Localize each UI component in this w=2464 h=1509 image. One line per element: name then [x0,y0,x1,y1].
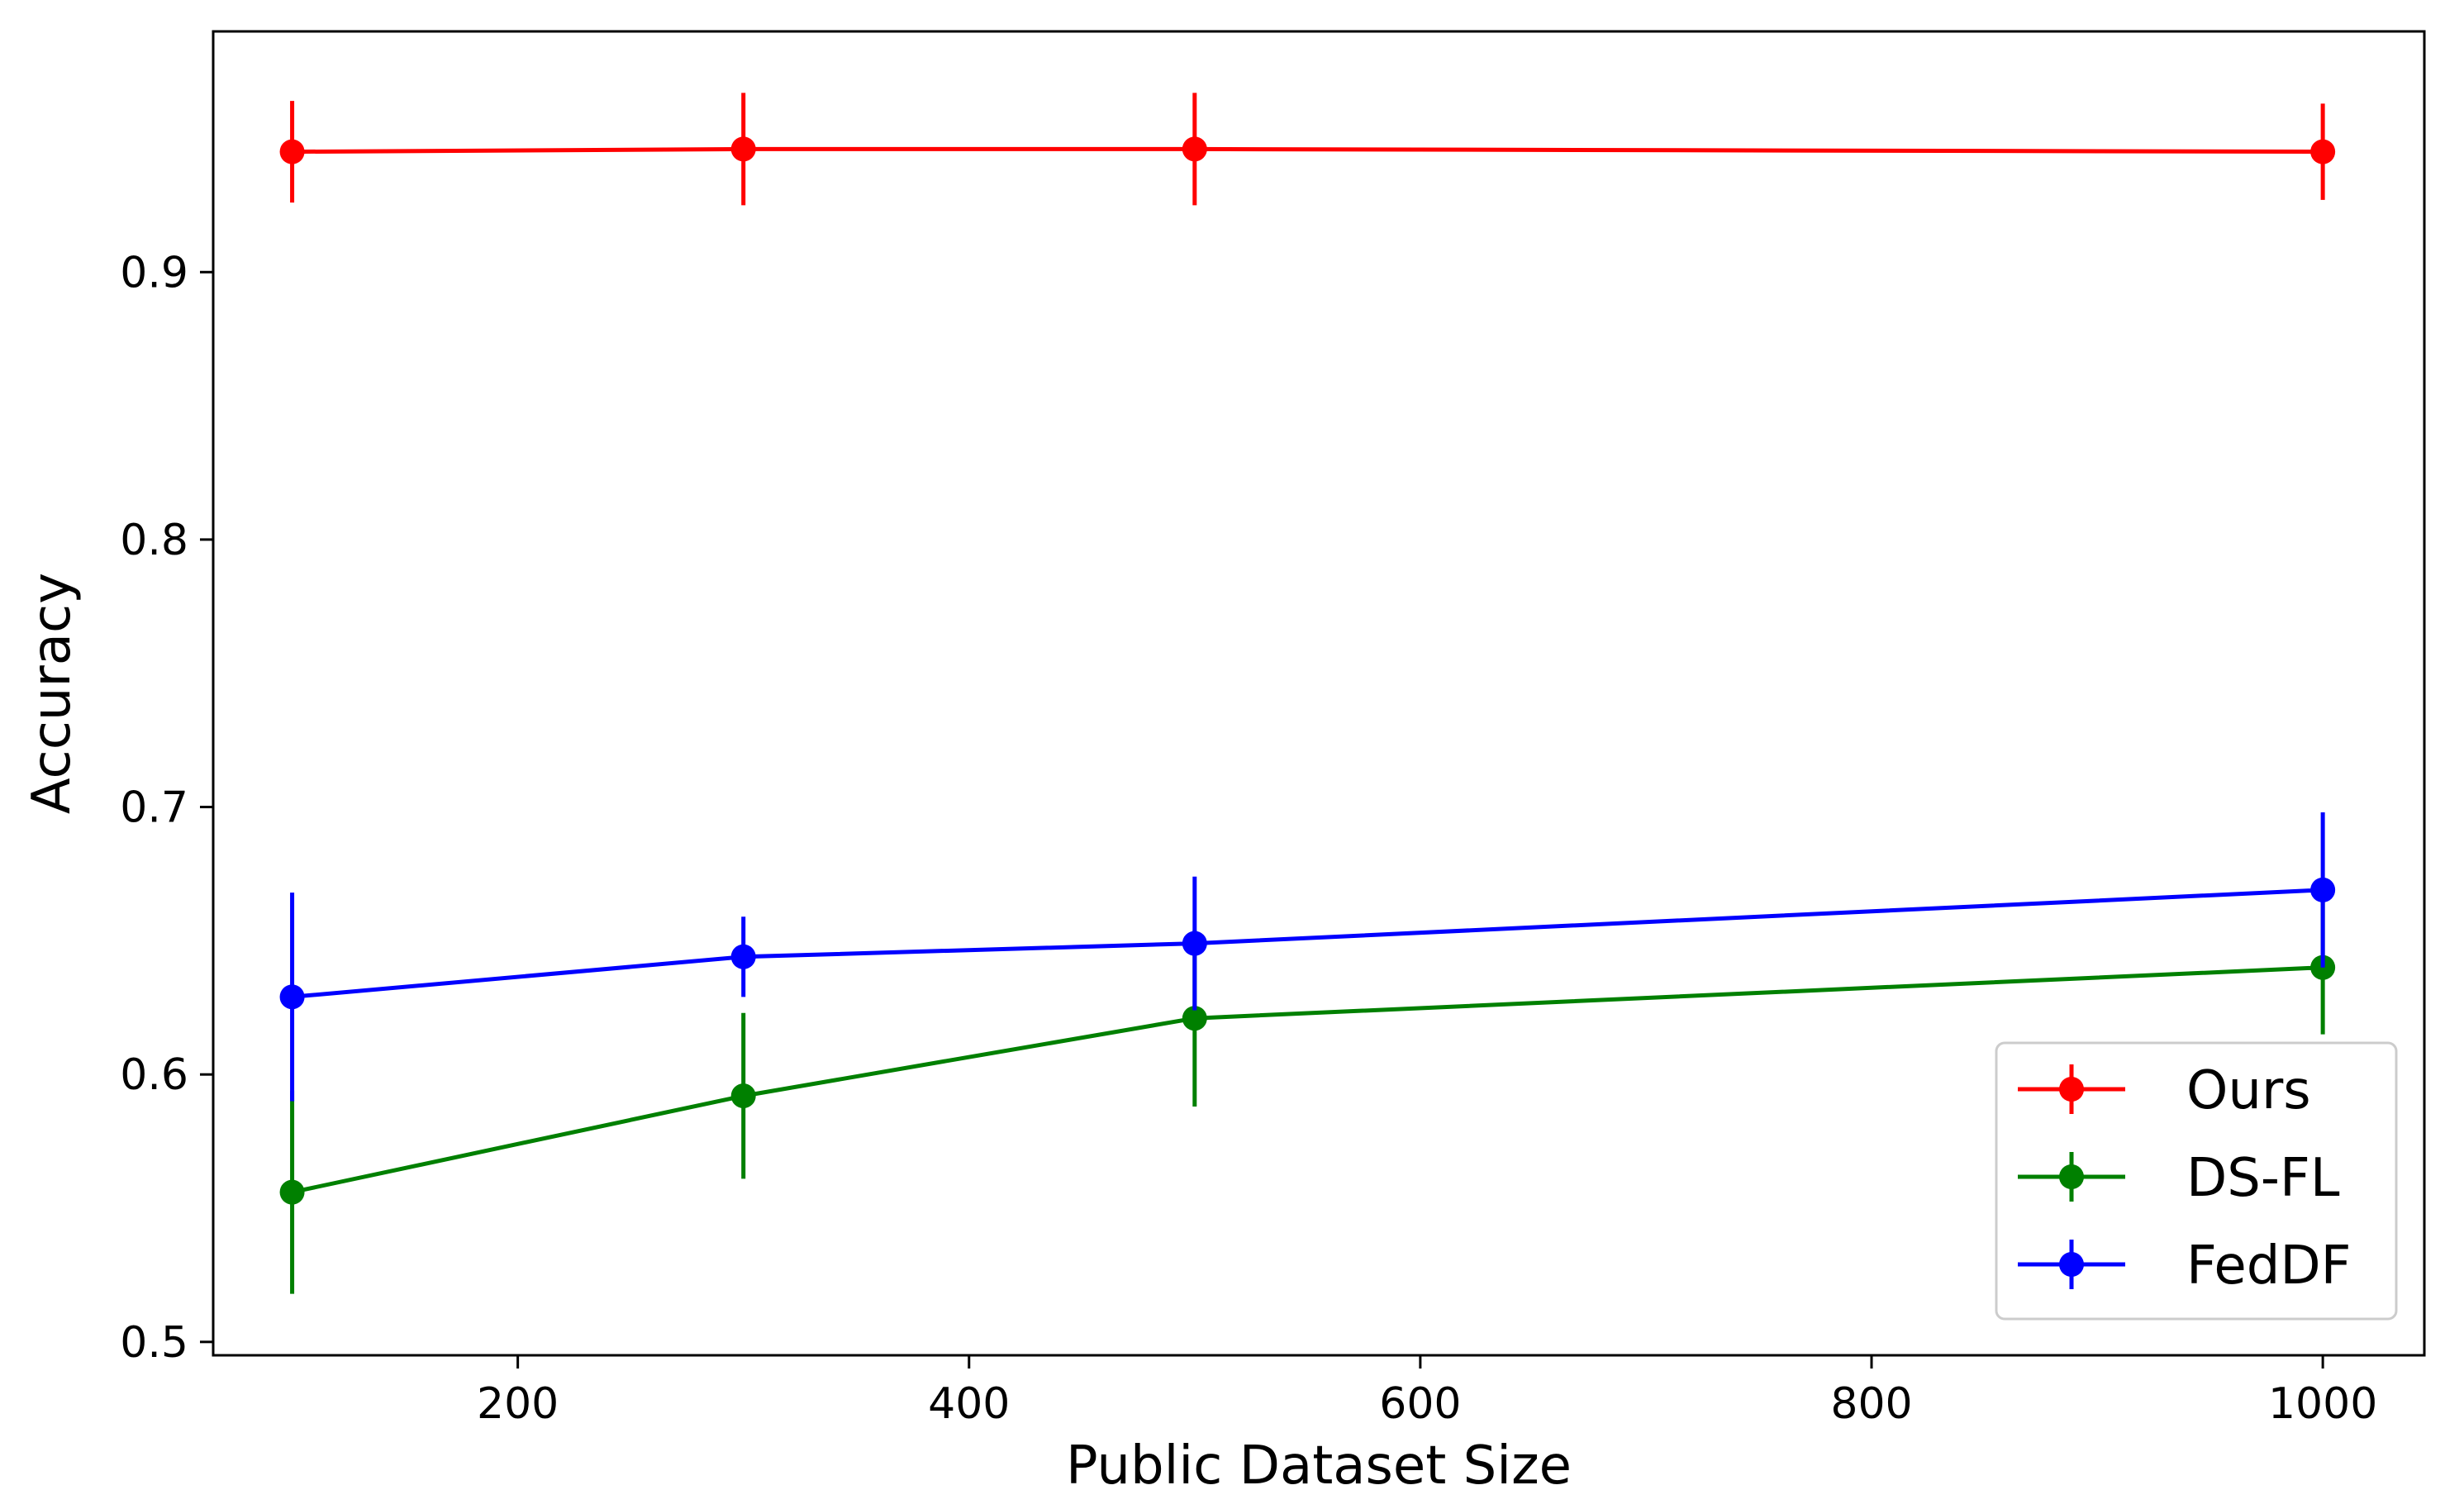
data-point [1182,931,1207,956]
data-point [730,1083,756,1109]
data-point [730,944,756,969]
data-point [730,136,756,162]
x-tick-label: 1000 [2268,1379,2377,1429]
series-feddf [279,812,2336,1102]
series-ours [279,93,2336,206]
legend: Ours DS-FL FedDF [1995,1041,2398,1321]
x-tick-label: 600 [1379,1379,1461,1429]
legend-marker [2059,1252,2084,1277]
x-tick-label: 400 [928,1379,1010,1429]
legend-item-ours: Ours [2018,1060,2311,1121]
axes-frame [212,30,2426,1357]
x-tick-label: 800 [1830,1379,1912,1429]
y-tick-label: 0.9 [120,248,188,298]
axes: 200 400 600 800 1000 0.5 0.6 0.7 0.8 0.9 Public Da… [21,30,2426,1497]
data-point [279,139,305,164]
data-point [1182,1006,1207,1031]
x-tick-label: 200 [477,1379,559,1429]
y-tick-label: 0.8 [120,516,188,565]
y-tick-label: 0.5 [120,1318,188,1368]
data-point [2310,139,2336,164]
y-axis-title: Accuracy [21,573,83,814]
y-tick-label: 0.6 [120,1050,188,1100]
data-point [279,984,305,1010]
legend-box [1995,1041,2398,1321]
legend-marker [2059,1164,2084,1189]
legend-marker [2059,1077,2084,1102]
series-line [292,888,2324,999]
data-point [279,1179,305,1205]
x-axis-title: Public Dataset Size [1066,1435,1572,1497]
series-group [279,93,2336,1294]
series-line [292,146,2324,155]
legend-label: DS-FL [2186,1148,2340,1209]
y-tick-label: 0.7 [120,783,188,833]
legend-item-ds-fl: DS-FL [2018,1148,2340,1209]
legend-label: Ours [2186,1060,2311,1121]
series-line [292,965,2324,1195]
data-point [1182,136,1207,162]
data-point [2310,877,2336,902]
legend-label: FedDF [2186,1235,2351,1297]
legend-item-feddf: FedDF [2018,1235,2351,1297]
